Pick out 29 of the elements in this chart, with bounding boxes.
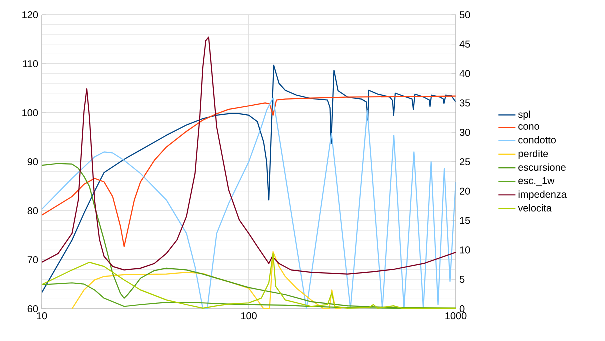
legend-label: esc._1w [518,177,555,186]
legend-label: impedenza [518,190,567,200]
legend-label: spl [518,110,530,120]
y2-tick-label: 40 [460,70,470,78]
y2-tick-label: 50 [460,11,470,19]
legend-label: escursione [518,164,566,172]
legend-label: cono [518,124,540,130]
x-tick-label: 1000 [446,312,467,320]
x-tick-label: 100 [241,312,257,320]
y2-tick-label: 0 [460,305,465,313]
y2-tick-label: 20 [460,188,470,195]
y2-tick-label: 45 [460,40,470,48]
y2-tick-label: 10 [460,246,470,254]
y-tick-label: 120 [22,11,38,19]
legend-label: velocita [518,204,552,212]
y2-tick-label: 15 [460,217,470,224]
y-tick-label: 90 [28,158,38,166]
y-tick-label: 100 [22,109,38,117]
legend-label: perdite [518,150,548,160]
legend-label: condotto [518,136,556,144]
y2-tick-label: 25 [460,158,470,166]
y2-tick-label: 35 [460,100,470,107]
y-tick-label: 60 [28,305,38,313]
x-tick-label: 10 [37,312,48,320]
y2-tick-label: 5 [460,276,465,284]
y2-tick-label: 30 [460,129,470,136]
y-tick-label: 110 [23,60,38,68]
y-tick-label: 80 [28,207,38,215]
y-tick-label: 70 [28,256,38,264]
